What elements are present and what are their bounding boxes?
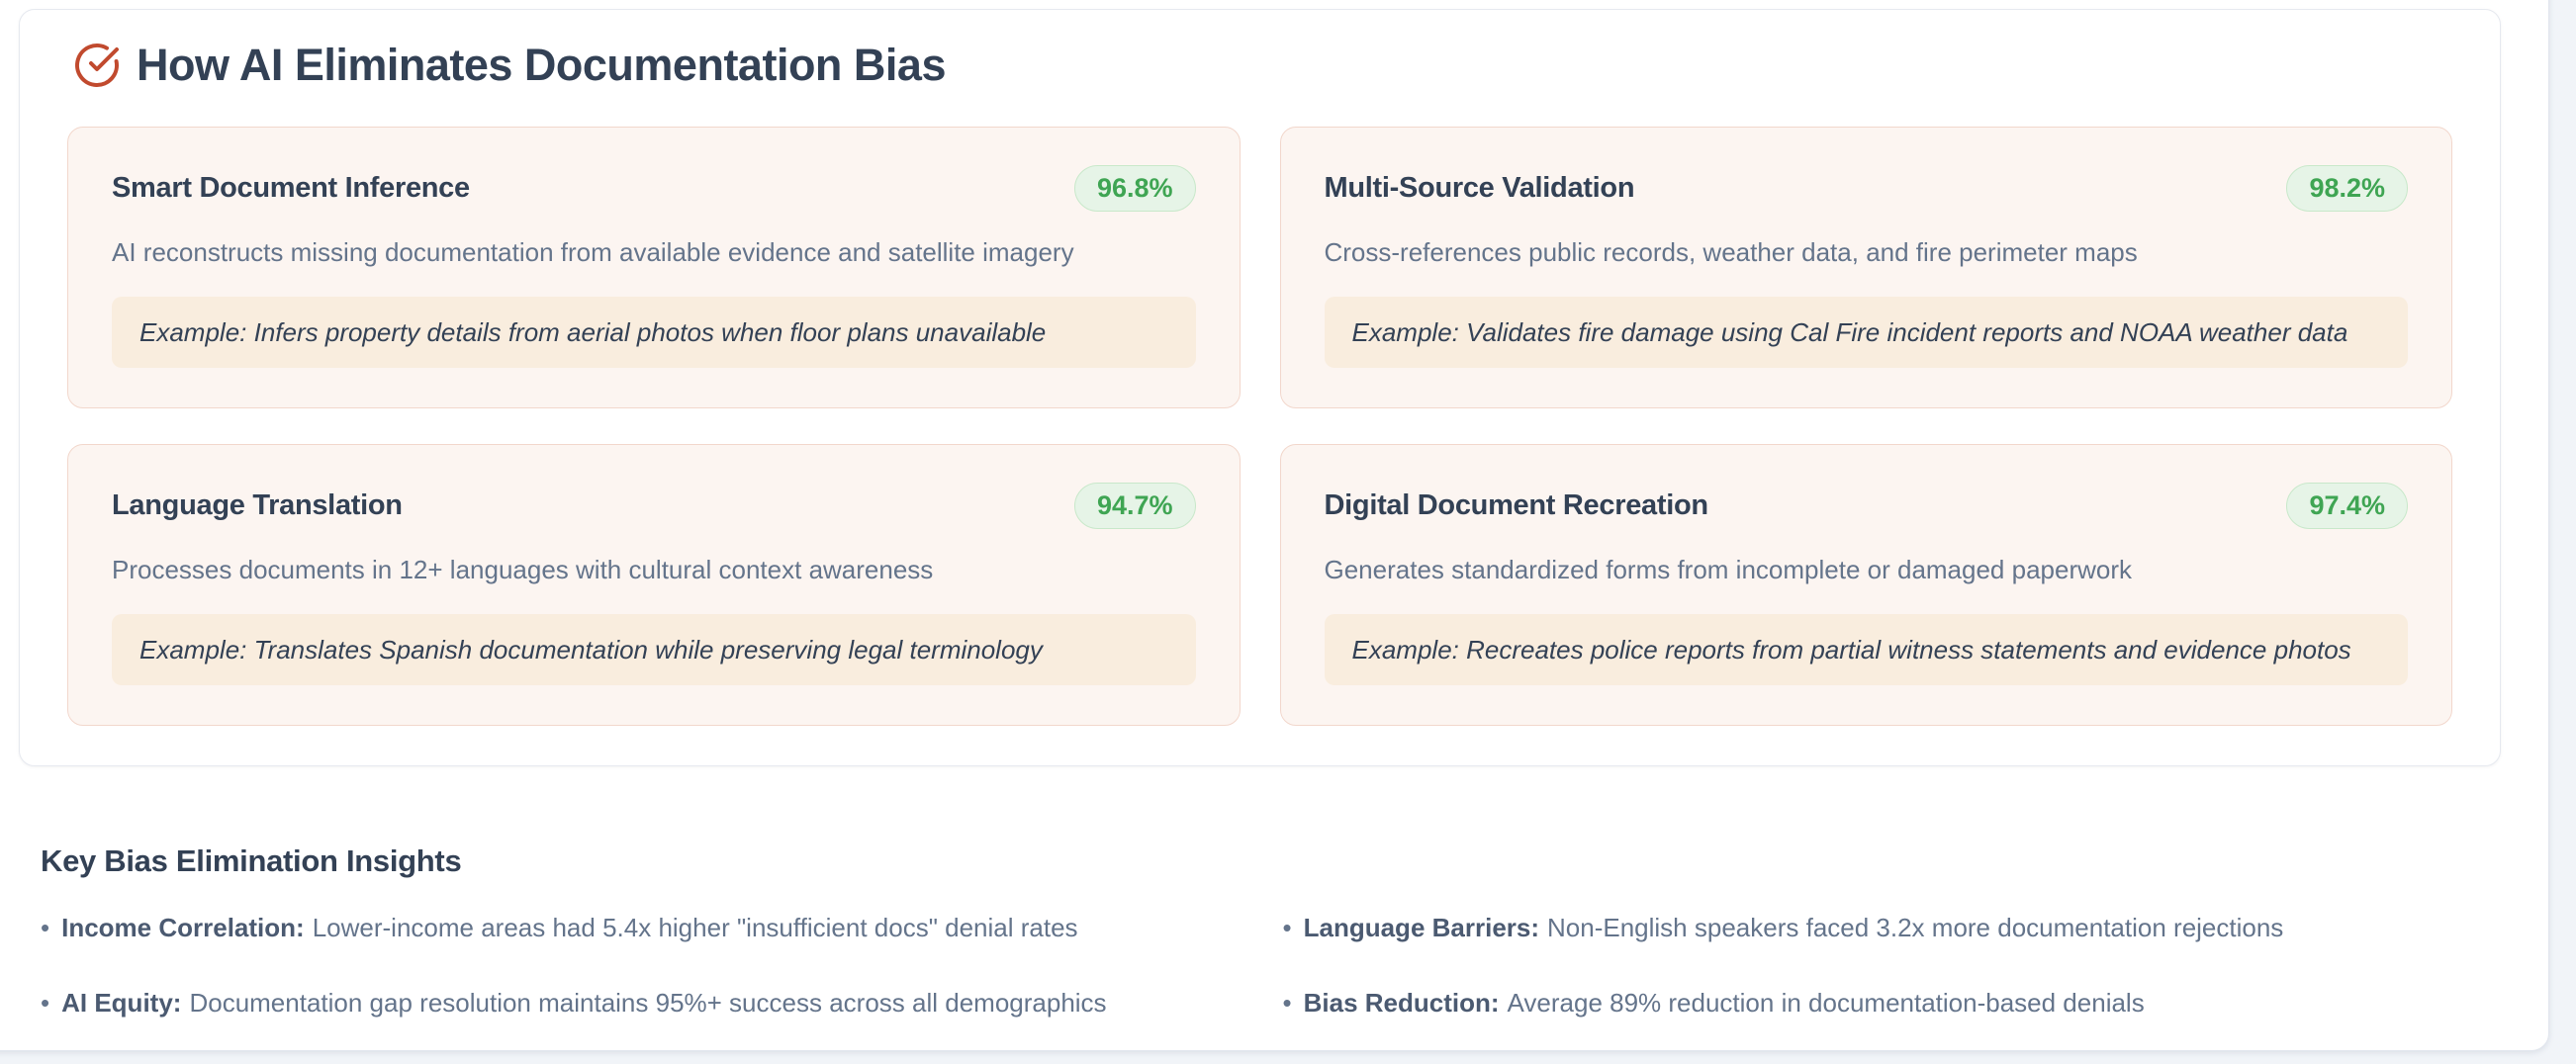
- feature-title: Smart Document Inference: [112, 172, 470, 204]
- section-header: How AI Eliminates Documentation Bias: [67, 40, 2452, 91]
- insight-label: Language Barriers:: [1303, 913, 1540, 942]
- insight-label: AI Equity:: [61, 988, 182, 1018]
- bullet-icon: •: [41, 988, 50, 1018]
- insight-text: Non-English speakers faced 3.2x more doc…: [1547, 913, 2284, 942]
- feature-card-language-translation: Language Translation 94.7% Processes doc…: [67, 444, 1241, 726]
- feature-card-smart-document-inference: Smart Document Inference 96.8% AI recons…: [67, 127, 1241, 408]
- section-title: How AI Eliminates Documentation Bias: [137, 40, 946, 90]
- insight-text: Documentation gap resolution maintains 9…: [189, 988, 1107, 1018]
- feature-example-box: Example: Validates fire damage using Cal…: [1324, 297, 2408, 368]
- feature-header: Multi-Source Validation 98.2%: [1324, 165, 2408, 212]
- feature-example-box: Example: Infers property details from ae…: [112, 297, 1196, 368]
- circle-check-icon: [75, 44, 119, 87]
- feature-header: Language Translation 94.7%: [112, 483, 1196, 529]
- insight-label: Bias Reduction:: [1303, 988, 1500, 1018]
- success-rate-badge: 96.8%: [1073, 165, 1196, 212]
- feature-description: Processes documents in 12+ languages wit…: [112, 555, 934, 584]
- page-content: How AI Eliminates Documentation Bias Sma…: [1, 1, 2521, 1020]
- insight-label: Income Correlation:: [61, 913, 305, 942]
- bullet-icon: •: [41, 913, 50, 942]
- insight-language-barriers: • Language Barriers: Non-English speakers …: [1283, 911, 2502, 944]
- feature-card-digital-document-recreation: Digital Document Recreation 97.4% Genera…: [1279, 444, 2452, 726]
- feature-example-box: Example: Translates Spanish documentatio…: [112, 614, 1196, 685]
- success-rate-badge: 94.7%: [1073, 483, 1196, 529]
- feature-card-multi-source-validation: Multi-Source Validation 98.2% Cross-refe…: [1279, 127, 2452, 408]
- feature-description: Cross-references public records, weather…: [1324, 237, 2138, 267]
- feature-example-box: Example: Recreates police reports from p…: [1324, 614, 2408, 685]
- success-rate-badge: 98.2%: [2286, 165, 2408, 212]
- feature-grid: Smart Document Inference 96.8% AI recons…: [67, 127, 2452, 726]
- insights-title: Key Bias Elimination Insights: [41, 843, 462, 878]
- main-panel: How AI Eliminates Documentation Bias Sma…: [0, 0, 2549, 1051]
- feature-title: Multi-Source Validation: [1324, 172, 1635, 204]
- bullet-icon: •: [1282, 913, 1292, 942]
- insight-text: Average 89% reduction in documentation-b…: [1507, 988, 2145, 1018]
- key-insights-section: Key Bias Elimination Insights • Income Co…: [41, 843, 2501, 1020]
- feature-description: AI reconstructs missing documentation fr…: [112, 237, 1074, 267]
- insight-income-correlation: • Income Correlation: Lower-income areas h…: [41, 911, 1259, 944]
- feature-title: Language Translation: [112, 489, 403, 521]
- insight-text: Lower-income areas had 5.4x higher "insu…: [312, 913, 1078, 942]
- insight-ai-equity: • AI Equity: Documentation gap resolution …: [41, 986, 1259, 1020]
- insights-grid: • Income Correlation: Lower-income areas h…: [41, 911, 2501, 1020]
- success-rate-badge: 97.4%: [2286, 483, 2408, 529]
- feature-header: Digital Document Recreation 97.4%: [1324, 483, 2408, 529]
- bullet-icon: •: [1282, 988, 1292, 1018]
- feature-title: Digital Document Recreation: [1324, 489, 1709, 521]
- insight-bias-reduction: • Bias Reduction: Average 89% reduction in…: [1283, 986, 2502, 1020]
- documentation-bias-section-card: How AI Eliminates Documentation Bias Sma…: [19, 9, 2501, 766]
- feature-header: Smart Document Inference 96.8%: [112, 165, 1196, 212]
- feature-description: Generates standardized forms from incomp…: [1324, 555, 2133, 584]
